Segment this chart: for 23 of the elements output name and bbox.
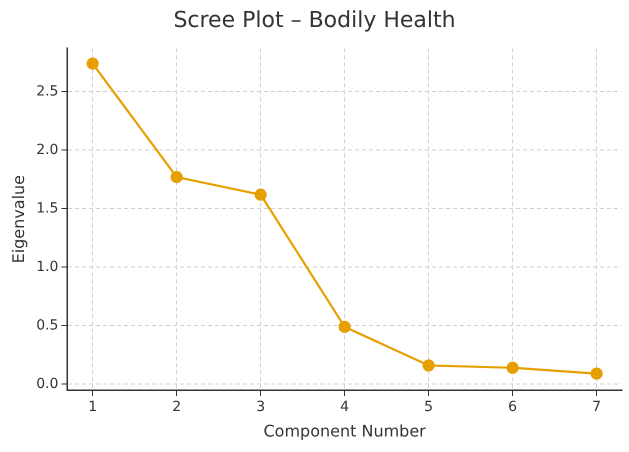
y-tick-label: 0.0 — [36, 376, 58, 392]
y-axis-title: Eigenvalue — [8, 174, 28, 264]
point — [86, 58, 99, 70]
y-tick-label: 0.5 — [36, 317, 58, 334]
x-tick-label: 2 — [172, 399, 182, 416]
y-tick-label: 1.0 — [36, 258, 58, 275]
point — [338, 320, 351, 333]
x-tick-label: 4 — [340, 399, 350, 416]
y-tick-label: 2.5 — [36, 83, 58, 100]
x-tick-label: 6 — [508, 399, 518, 416]
point — [422, 359, 435, 372]
x-tick-label: 5 — [424, 399, 434, 416]
point — [254, 188, 267, 201]
x-tick-label: 7 — [592, 399, 602, 416]
y-tick-label: 2.0 — [36, 142, 58, 158]
point — [506, 362, 519, 374]
point — [590, 368, 603, 380]
x-axis-title: Component Number — [264, 422, 426, 441]
x-tick-label: 1 — [88, 399, 98, 416]
point — [170, 170, 183, 184]
y-tick-label: 1.5 — [36, 200, 58, 216]
chart-title: Scree Plot – Bodily Health — [173, 8, 456, 33]
x-tick-label: 3 — [256, 399, 266, 416]
